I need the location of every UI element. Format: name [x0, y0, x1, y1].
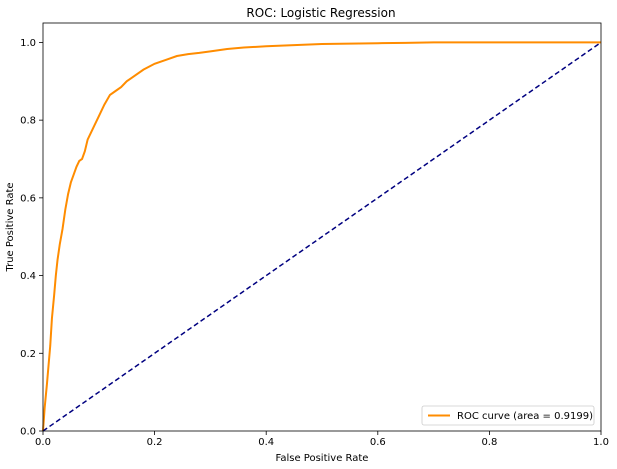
roc-curve-line — [42, 41, 601, 432]
axes-border — [42, 22, 602, 432]
y-tick-label: 0.4 — [20, 271, 36, 282]
legend-box — [421, 405, 595, 426]
x-tick-label: 0.6 — [370, 437, 386, 448]
x-tick-label: 0.8 — [481, 437, 497, 448]
plot-frame — [43, 23, 601, 431]
y-tick-label: 1.0 — [20, 38, 36, 49]
chance-diagonal-line — [42, 41, 602, 432]
chart-title: ROC: Logistic Regression — [246, 6, 395, 20]
y-tick-label: 0.0 — [20, 427, 36, 438]
legend: ROC curve (area = 0.9199) — [421, 405, 595, 426]
x-axis: 0.0 0.2 0.4 0.6 0.8 1.0 — [35, 431, 609, 448]
plot-area — [43, 23, 601, 431]
x-tick-label: 0.0 — [35, 437, 51, 448]
y-tick-label: 0.2 — [20, 349, 36, 360]
x-tick-label: 1.0 — [593, 437, 609, 448]
x-axis-label: False Positive Rate — [276, 453, 369, 464]
y-axis-label: True Positive Rate — [5, 182, 16, 272]
x-tick-label: 0.2 — [147, 437, 163, 448]
y-axis: 0.0 0.2 0.4 0.6 0.8 1.0 — [20, 38, 43, 438]
y-tick-label: 0.6 — [20, 193, 36, 204]
y-tick-label: 0.8 — [20, 116, 36, 127]
legend-label: ROC curve (area = 0.9199) — [457, 411, 593, 422]
x-tick-label: 0.4 — [258, 437, 274, 448]
series-layer — [42, 41, 602, 432]
